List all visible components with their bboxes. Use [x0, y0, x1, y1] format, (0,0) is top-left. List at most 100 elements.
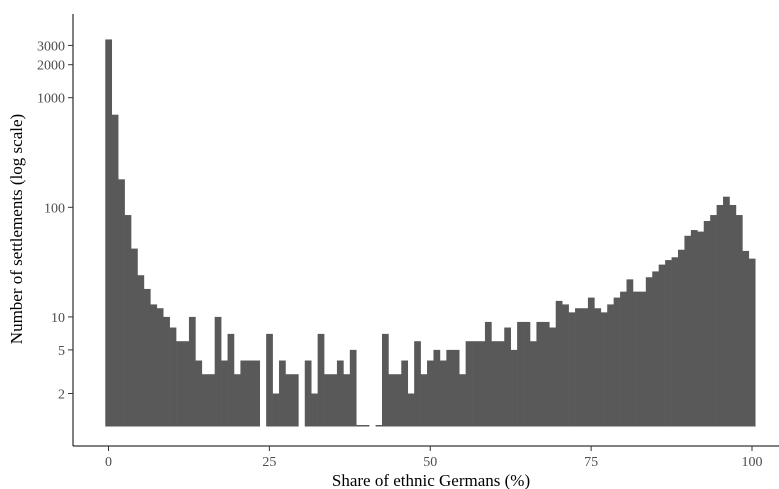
- histogram-bar: [658, 264, 666, 427]
- histogram-bar: [594, 308, 602, 427]
- histogram-bar: [626, 279, 634, 427]
- histogram-bar: [240, 360, 248, 427]
- x-tick-label: 25: [262, 455, 276, 470]
- histogram-bar: [343, 374, 351, 427]
- histogram-bar: [684, 235, 692, 427]
- histogram-bar: [690, 230, 698, 427]
- x-tick-label: 100: [742, 455, 763, 470]
- histogram-bar: [176, 341, 183, 427]
- histogram-bar: [504, 327, 511, 427]
- histogram-bar: [607, 304, 614, 427]
- histogram-bar: [388, 374, 396, 427]
- y-axis-ticks: 2 5 10 100 1000 2000 3000: [37, 39, 73, 403]
- histogram-bar: [311, 393, 318, 427]
- histogram-bar: [330, 374, 338, 427]
- histogram-bar: [729, 204, 737, 427]
- histogram-bar: [362, 425, 370, 427]
- histogram-bar: [678, 249, 685, 427]
- histogram-bar: [510, 349, 518, 427]
- histogram-bars: [105, 39, 756, 427]
- histogram-bar: [285, 374, 293, 427]
- histogram-bar: [407, 393, 415, 427]
- histogram-bar: [491, 341, 499, 427]
- histogram-bar: [523, 321, 531, 427]
- histogram-bar: [324, 374, 331, 427]
- histogram-bar: [478, 341, 486, 427]
- histogram-bar: [472, 341, 479, 427]
- histogram-bar: [587, 297, 595, 427]
- y-tick-label: 2: [58, 388, 65, 403]
- x-axis-title: Share of ethnic Germans (%): [332, 471, 530, 489]
- histogram-bar: [446, 349, 454, 427]
- histogram-bar: [111, 114, 119, 427]
- histogram-bar: [581, 308, 589, 427]
- histogram-bar: [163, 316, 170, 427]
- x-axis-ticks: 0 25 50 75 100: [105, 446, 763, 470]
- histogram-bar: [459, 374, 466, 427]
- histogram-bar: [401, 360, 409, 427]
- histogram-bar: [150, 304, 158, 427]
- y-tick-label: 100: [44, 201, 65, 216]
- histogram-bar: [182, 341, 190, 427]
- histogram-bar: [414, 341, 421, 427]
- y-tick-label: 1000: [37, 92, 65, 107]
- histogram-bar: [427, 360, 434, 427]
- histogram-bar: [465, 341, 473, 427]
- histogram-bar: [748, 258, 756, 427]
- histogram-bar: [703, 220, 711, 427]
- histogram-bar: [665, 260, 672, 427]
- histogram-bar: [156, 308, 164, 427]
- histogram-bar: [317, 333, 325, 427]
- histogram-bar: [452, 349, 460, 427]
- histogram-bar: [710, 215, 717, 427]
- histogram-bar: [568, 312, 576, 427]
- histogram-bar: [549, 327, 557, 427]
- y-tick-label: 3000: [37, 39, 65, 54]
- histogram-bar: [433, 349, 441, 427]
- histogram-bar: [272, 393, 280, 427]
- histogram-bar: [349, 349, 357, 427]
- histogram-bar: [304, 360, 312, 427]
- histogram-bar: [632, 291, 640, 427]
- histogram-bar: [555, 300, 563, 427]
- histogram-bar: [253, 360, 261, 427]
- histogram-bar: [124, 215, 132, 427]
- histogram-bar: [195, 360, 203, 427]
- y-tick-label: 2000: [37, 59, 65, 74]
- histogram-bar: [214, 316, 222, 427]
- histogram-bar: [723, 196, 730, 427]
- x-tick-label: 75: [584, 455, 598, 470]
- histogram-bar: [697, 231, 705, 427]
- histogram-bar: [735, 215, 743, 427]
- histogram-bar: [137, 275, 145, 427]
- histogram-bar: [143, 288, 151, 427]
- histogram-bar: [536, 321, 544, 427]
- histogram-bar: [131, 248, 138, 427]
- histogram-bar: [652, 271, 659, 427]
- x-tick-label: 0: [105, 455, 112, 470]
- histogram-bar: [188, 316, 196, 427]
- y-axis-title: Number of settlements (log scale): [7, 114, 26, 344]
- histogram-bar: [221, 360, 228, 427]
- histogram-bar: [375, 425, 383, 427]
- histogram-bar: [562, 304, 569, 427]
- histogram-bar: [201, 374, 209, 427]
- histogram-bar: [517, 321, 524, 427]
- histogram-bar: [639, 291, 647, 427]
- histogram-bar: [439, 360, 447, 427]
- histogram-bar: [227, 333, 235, 427]
- histogram-bar: [600, 312, 608, 427]
- histogram-bar: [118, 179, 125, 427]
- y-tick-label: 5: [58, 344, 65, 359]
- histogram-bar: [246, 360, 254, 427]
- histogram-bar: [291, 374, 299, 427]
- histogram-bar: [645, 277, 653, 427]
- histogram-bar: [105, 39, 113, 427]
- histogram-bar: [671, 257, 679, 427]
- histogram-bar: [484, 321, 492, 427]
- histogram-bar: [497, 341, 505, 427]
- histogram-bar: [208, 374, 215, 427]
- histogram-bar: [266, 333, 273, 427]
- histogram-bar: [233, 374, 241, 427]
